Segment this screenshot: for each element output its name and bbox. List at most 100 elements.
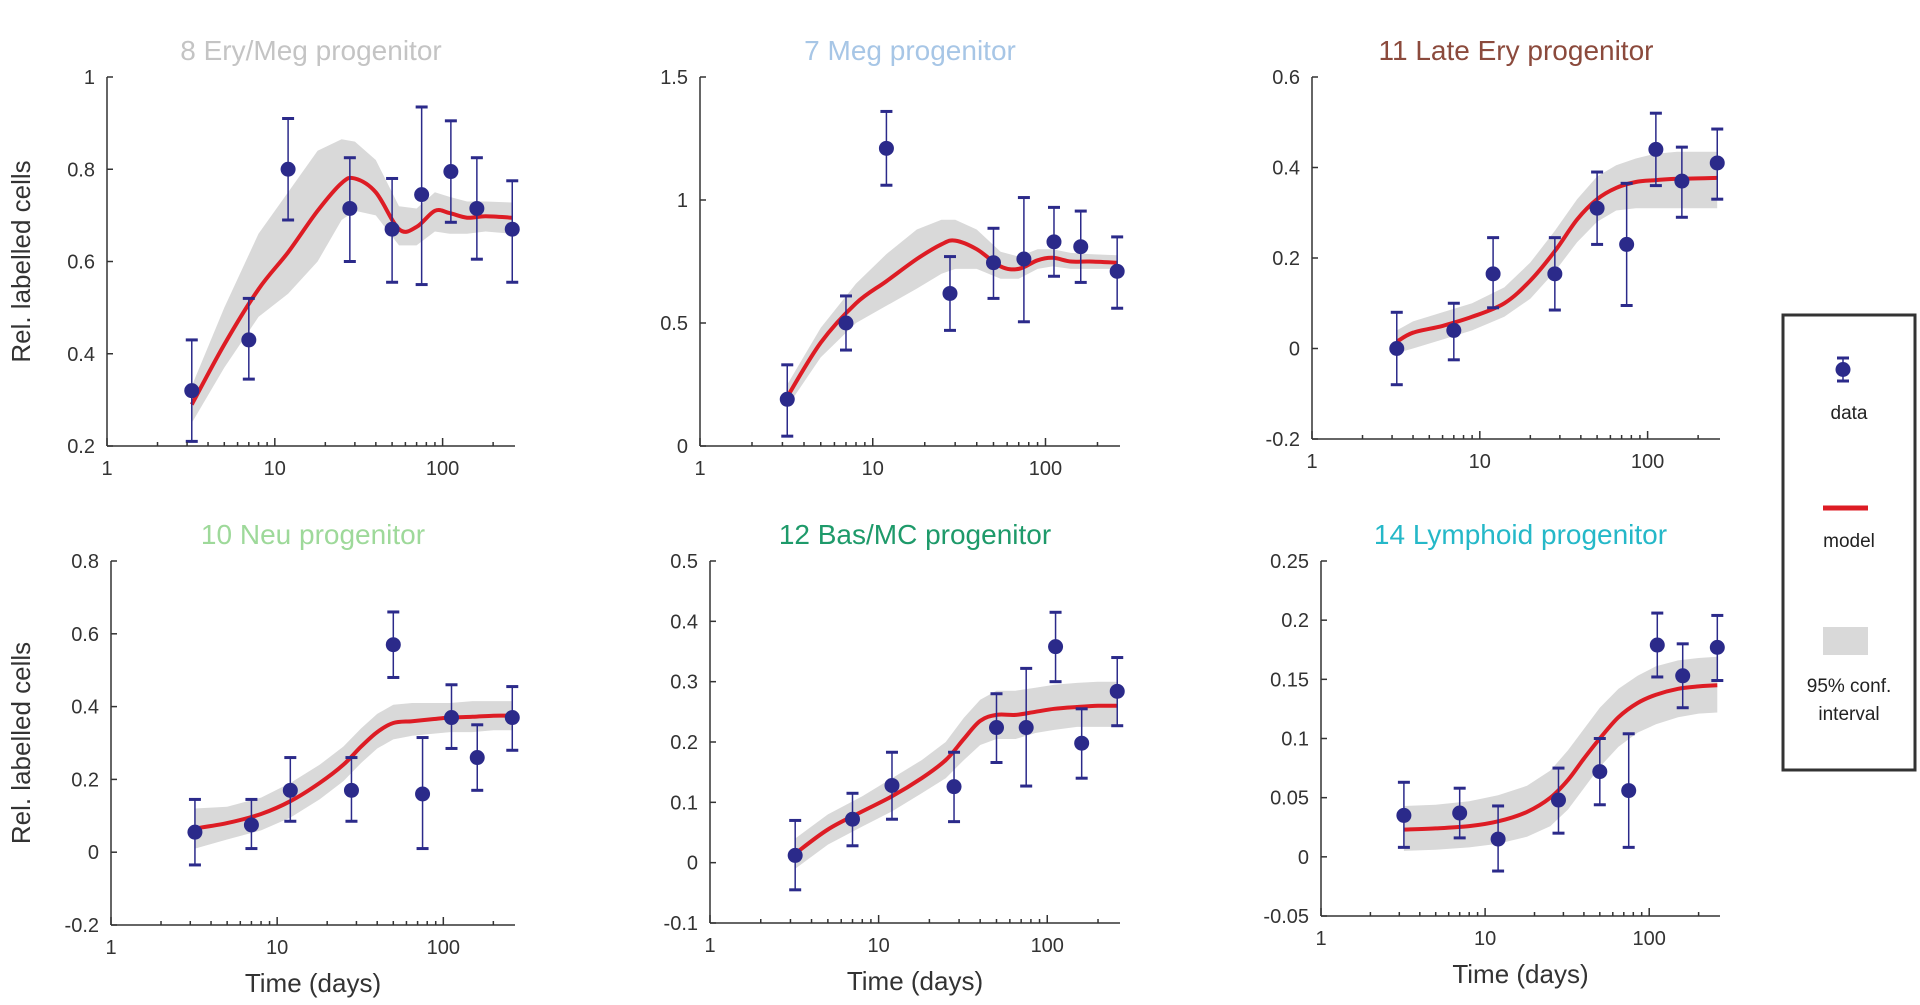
chart-panel-6: -0.05 0 0.05 0.1 0.15 0.2 0.25 1 10 100 14 Lymphoi… [1263, 519, 1725, 989]
y-tick-label: 0.6 [67, 252, 95, 274]
legend-data-label: data [1831, 403, 1868, 424]
y-tick-label: 0.5 [660, 313, 688, 335]
x-axis-label: Time (days) [847, 966, 983, 996]
y-tick-label: 0.2 [1272, 248, 1300, 270]
data-point [343, 756, 359, 823]
y-tick-label: 0.3 [670, 672, 698, 694]
data-point [946, 750, 962, 824]
y-tick-label: 0 [687, 853, 698, 875]
data-marker [884, 777, 900, 793]
data-point [1547, 236, 1563, 312]
x-tick-label: 10 [264, 458, 286, 480]
data-marker [444, 710, 460, 726]
data-marker [1709, 639, 1725, 655]
data-marker [845, 811, 861, 827]
y-tick-label: -0.2 [65, 915, 99, 937]
data-point [1649, 611, 1665, 679]
data-marker [1490, 831, 1506, 847]
data-point [504, 179, 520, 284]
data-marker [779, 391, 795, 407]
data-marker [469, 750, 485, 766]
legend-model-label: model [1823, 531, 1875, 552]
data-marker [1621, 783, 1637, 799]
chart-panel-2: 0 0.5 1 1.5 1 10 100 7 Meg progenitor [660, 35, 1125, 480]
data-marker [787, 847, 803, 863]
y-tick-label: 0 [1289, 339, 1300, 361]
data-point [878, 109, 894, 187]
model-curve [190, 175, 513, 406]
y-tick-label: -0.2 [1266, 429, 1300, 451]
data-marker [504, 710, 520, 726]
data-marker [1396, 807, 1412, 823]
data-point [184, 338, 200, 443]
data-point [985, 226, 1001, 300]
x-tick-label: 1 [105, 937, 116, 959]
data-point [504, 685, 520, 752]
data-point [1016, 196, 1032, 324]
data-marker [342, 200, 358, 216]
data-marker [343, 782, 359, 798]
data-point [779, 363, 795, 438]
data-point [1485, 236, 1501, 310]
x-tick-label: 10 [1469, 451, 1491, 473]
y-tick-label: 0.2 [67, 436, 95, 458]
data-marker [942, 285, 958, 301]
data-point [1621, 732, 1637, 849]
data-marker [241, 332, 257, 348]
y-tick-label: 0.2 [670, 732, 698, 754]
data-marker [1674, 173, 1690, 189]
data-marker [243, 817, 259, 833]
y-tick-label: 0.6 [1272, 67, 1300, 89]
model-curve [194, 713, 513, 831]
data-point [414, 105, 430, 287]
y-tick-label: 0.8 [71, 551, 99, 573]
data-point [1074, 707, 1090, 780]
y-tick-label: 0 [88, 842, 99, 864]
data-marker [385, 637, 401, 653]
data-marker [1592, 764, 1608, 780]
data-marker [1589, 200, 1605, 216]
data-point [1619, 181, 1635, 308]
model-curve [794, 703, 1118, 856]
y-tick-label: 0.8 [67, 159, 95, 181]
x-axis-label: Time (days) [1452, 959, 1588, 989]
data-marker [988, 720, 1004, 736]
data-point [1109, 235, 1125, 310]
data-point [988, 692, 1004, 765]
data-point [1550, 766, 1566, 835]
data-marker [1389, 341, 1405, 356]
y-tick-label: 1 [84, 67, 95, 89]
data-marker [1675, 668, 1691, 684]
data-point [282, 756, 298, 823]
data-point [1389, 310, 1405, 387]
y-tick-label: 0.25 [1270, 551, 1309, 573]
data-point [942, 255, 958, 332]
data-point [845, 791, 861, 848]
data-point [443, 119, 459, 224]
y-tick-label: 0.4 [670, 611, 698, 633]
data-marker [469, 200, 485, 216]
model-curve [785, 238, 1118, 398]
data-point [444, 683, 460, 750]
data-point [1589, 170, 1605, 246]
y-tick-label: 0.1 [670, 792, 698, 814]
data-marker [1485, 266, 1501, 282]
data-point [1592, 737, 1608, 807]
data-marker [415, 786, 431, 802]
y-tick-label: 0.5 [670, 551, 698, 573]
y-tick-label: 0.1 [1281, 729, 1309, 751]
data-point [838, 294, 854, 352]
data-point [1048, 610, 1064, 684]
x-tick-label: 10 [266, 937, 288, 959]
model-curve [1403, 683, 1718, 832]
data-marker [1018, 720, 1034, 736]
data-marker [1048, 639, 1064, 655]
chart-panel-4: -0.2 0 0.2 0.4 0.6 0.8 1 10 100 10 Neu progenitor… [6, 519, 520, 998]
data-marker [946, 779, 962, 795]
data-point [787, 818, 803, 892]
data-marker [878, 140, 894, 156]
x-tick-label: 1 [1306, 451, 1317, 473]
y-tick-label: 0 [677, 436, 688, 458]
data-point [187, 797, 203, 867]
